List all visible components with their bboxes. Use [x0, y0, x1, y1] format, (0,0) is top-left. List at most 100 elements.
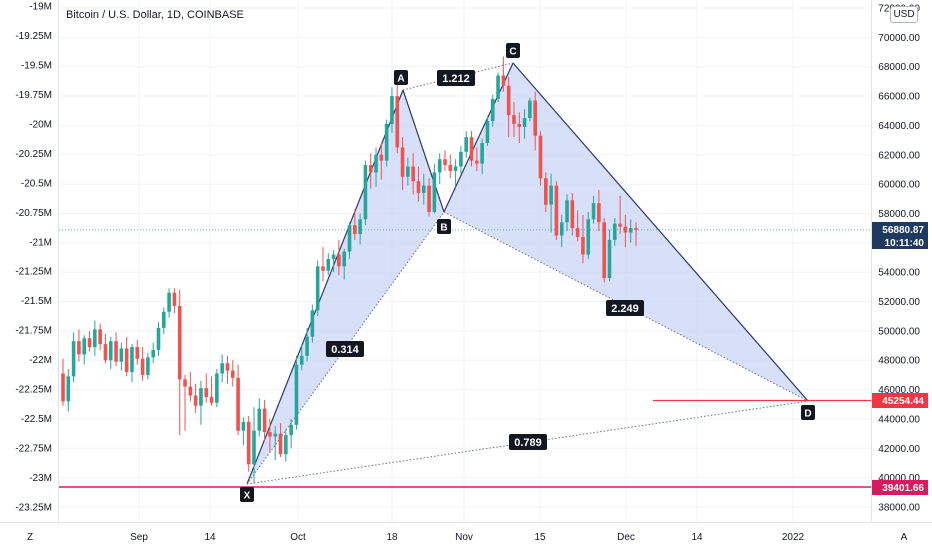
ratio-text: 1.212: [442, 73, 470, 85]
candle-body: [533, 100, 537, 136]
candle-body: [268, 432, 272, 437]
candle-body: [475, 160, 479, 164]
candle: [331, 250, 336, 273]
candle: [353, 209, 357, 240]
left-tick-label: -21.75M: [15, 326, 52, 337]
time-axis[interactable]: Sep 14 Oct 18 Nov 15 Dec 14 2022: [130, 532, 804, 543]
candle-body: [305, 336, 309, 356]
candle: [602, 217, 606, 283]
candle-body: [273, 433, 278, 437]
candle-body: [220, 363, 224, 374]
candle-body: [512, 115, 516, 124]
candle: [421, 173, 426, 205]
left-tick-label: -20.25M: [15, 149, 52, 160]
candle: [464, 131, 469, 158]
corner-left-button[interactable]: Z: [27, 532, 33, 543]
candle-body: [252, 430, 256, 465]
leg-bc[interactable]: [443, 62, 514, 213]
candle-body: [156, 327, 161, 350]
candle: [485, 116, 490, 146]
candle-body: [342, 251, 346, 267]
candle: [209, 376, 214, 406]
candle-body: [167, 292, 171, 312]
point-c-marker: C: [506, 43, 520, 58]
candle-body: [257, 408, 262, 431]
candle-body: [77, 341, 81, 355]
candle-body: [98, 329, 102, 345]
candle: [544, 172, 548, 213]
corner-right-button[interactable]: A: [901, 532, 908, 543]
candle: [315, 260, 320, 317]
ratio-badge: [437, 70, 475, 86]
candle-body: [337, 254, 341, 267]
candle-body: [586, 219, 591, 255]
candle: [597, 189, 601, 232]
support-price-tag: 39401.66: [872, 480, 928, 495]
right-tick-label: 44000.00: [878, 414, 920, 425]
candle: [459, 145, 463, 174]
harmonic-pattern[interactable]: [246, 62, 809, 485]
leg-cd[interactable]: [512, 62, 809, 402]
ratio-badge: [326, 341, 364, 357]
time-tick-label: 18: [386, 532, 398, 543]
candle: [87, 330, 92, 352]
candle-body: [390, 96, 394, 124]
time-tick-label: 15: [534, 532, 546, 543]
candle-body: [331, 254, 336, 259]
candle-body: [469, 137, 474, 161]
candle: [108, 336, 113, 370]
candle: [103, 333, 108, 364]
target-price-tag-text: 45254.44: [882, 396, 924, 407]
candle-body: [230, 370, 235, 378]
candle-body: [554, 185, 559, 236]
candle-body: [411, 166, 415, 182]
support-price-tag-text: 39401.66: [882, 483, 924, 494]
candle: [400, 137, 405, 190]
candle: [268, 418, 272, 453]
point-label: X: [244, 491, 251, 502]
point-badge: [506, 43, 520, 58]
candle: [321, 247, 325, 281]
left-tick-label: -19.25M: [15, 31, 52, 42]
leg-ab[interactable]: [402, 89, 445, 213]
candle: [570, 192, 575, 236]
candle: [146, 352, 150, 380]
right-tick-label: 38000.00: [878, 503, 920, 514]
candle: [156, 322, 161, 356]
price-tags: 56880.87 10:11:40 45254.44 39401.66: [872, 222, 928, 495]
candle-body: [459, 151, 463, 167]
right-tick-label: 54000.00: [878, 268, 920, 279]
point-label: B: [440, 223, 447, 234]
candle: [517, 112, 522, 144]
horizontal-lines[interactable]: [59, 229, 871, 488]
candle-body: [241, 421, 246, 431]
candle: [183, 374, 187, 431]
point-label: A: [397, 74, 404, 85]
candle-body: [299, 355, 304, 365]
right-axis[interactable]: 72000.0070000.0068000.0066000.0064000.00…: [878, 4, 920, 514]
left-tick-label: -23.25M: [15, 503, 52, 514]
candle: [347, 222, 352, 259]
ratio-label-box: 1.212: [437, 70, 475, 86]
left-tick-label: -19.75M: [15, 90, 52, 101]
candle: [395, 82, 400, 154]
candle-body: [71, 341, 76, 377]
left-axis[interactable]: -19M -19.25M -19.5M -19.75M -20M -20.25M -20.5…: [15, 2, 52, 514]
currency-badge[interactable]: USD: [890, 6, 918, 23]
candle-body: [114, 341, 118, 362]
left-tick-label: -20.75M: [15, 208, 52, 219]
candle: [379, 143, 384, 180]
candle-body: [172, 292, 177, 306]
candle: [172, 288, 177, 314]
candle: [623, 214, 628, 248]
left-tick-label: -21.5M: [21, 296, 52, 307]
right-tick-label: 42000.00: [878, 444, 920, 455]
candle: [358, 213, 362, 245]
candle: [193, 383, 198, 414]
point-b-marker: B: [437, 219, 451, 234]
ratio-text: 2.249: [611, 303, 639, 315]
candle-body: [575, 228, 580, 237]
candle-body: [544, 178, 548, 205]
candle-body: [506, 85, 511, 116]
candle: [581, 214, 585, 264]
